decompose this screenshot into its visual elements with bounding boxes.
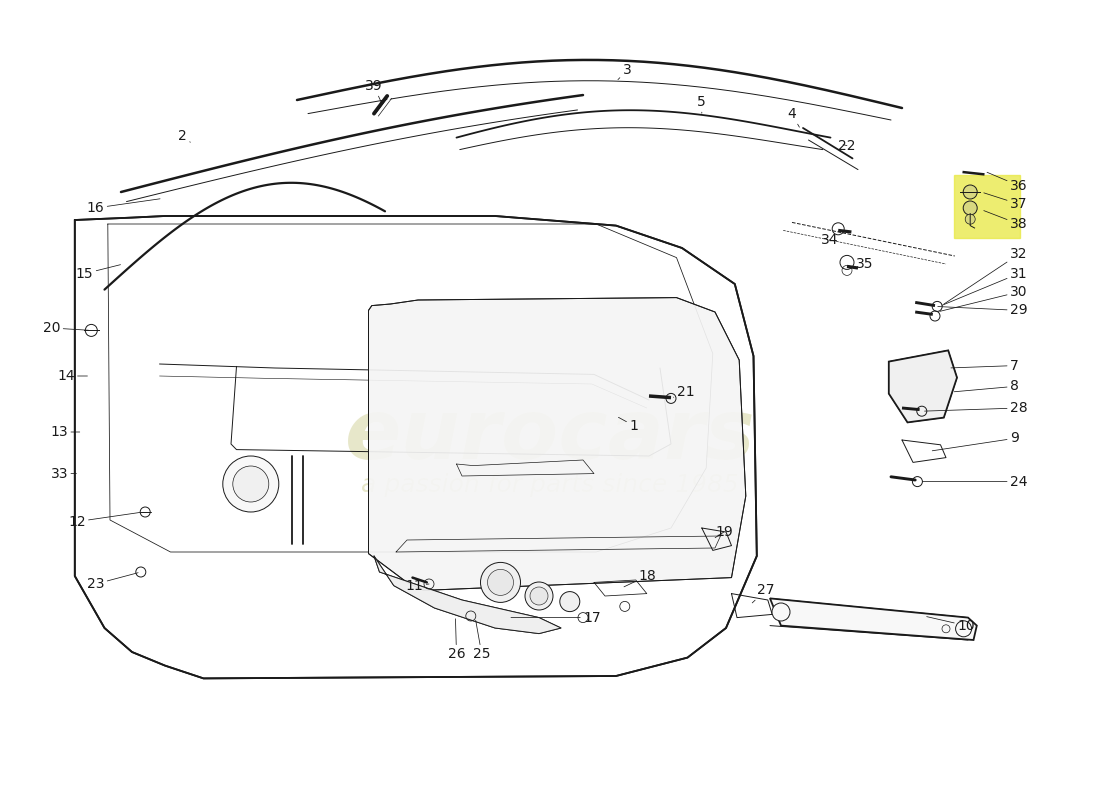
Circle shape xyxy=(223,456,278,512)
Circle shape xyxy=(560,592,580,611)
Text: 18: 18 xyxy=(624,569,656,587)
Circle shape xyxy=(964,185,977,199)
Text: 17: 17 xyxy=(512,610,601,625)
Text: 21: 21 xyxy=(673,385,694,399)
Text: eurocars: eurocars xyxy=(344,394,756,475)
Text: 1: 1 xyxy=(618,418,638,433)
Circle shape xyxy=(772,603,790,621)
Circle shape xyxy=(481,562,520,602)
Circle shape xyxy=(956,621,971,637)
Text: 33: 33 xyxy=(51,466,76,481)
Polygon shape xyxy=(374,556,561,634)
Circle shape xyxy=(233,466,268,502)
Text: 30: 30 xyxy=(939,285,1027,311)
Text: 39: 39 xyxy=(365,79,383,103)
Text: 7: 7 xyxy=(952,358,1019,373)
Text: 16: 16 xyxy=(87,198,161,215)
Circle shape xyxy=(964,201,977,215)
Text: 31: 31 xyxy=(942,266,1027,306)
Polygon shape xyxy=(75,216,757,678)
Text: a passion for parts since 1985: a passion for parts since 1985 xyxy=(361,473,739,497)
Circle shape xyxy=(530,587,548,605)
Text: 2: 2 xyxy=(178,129,190,143)
Text: 38: 38 xyxy=(983,210,1027,231)
Text: 20: 20 xyxy=(43,321,88,335)
Text: 24: 24 xyxy=(923,474,1027,489)
Circle shape xyxy=(487,570,514,595)
Text: 26: 26 xyxy=(448,618,465,662)
Text: 19: 19 xyxy=(715,525,733,539)
Text: 23: 23 xyxy=(87,573,139,591)
Circle shape xyxy=(525,582,553,610)
Text: 13: 13 xyxy=(51,425,79,439)
Text: 8: 8 xyxy=(955,379,1019,394)
Bar xyxy=(954,175,1020,238)
Text: 29: 29 xyxy=(938,303,1027,318)
Text: 35: 35 xyxy=(852,257,873,271)
Text: 34: 34 xyxy=(821,230,843,247)
Text: 11: 11 xyxy=(406,578,429,593)
Text: 5: 5 xyxy=(697,95,706,114)
Text: 10: 10 xyxy=(926,617,975,633)
Polygon shape xyxy=(889,350,957,422)
Text: 28: 28 xyxy=(925,401,1027,415)
Text: 27: 27 xyxy=(752,583,774,603)
Text: 9: 9 xyxy=(932,431,1019,450)
Text: 37: 37 xyxy=(983,193,1027,211)
Polygon shape xyxy=(368,298,746,590)
Text: 25: 25 xyxy=(473,620,491,662)
Text: 14: 14 xyxy=(57,369,87,383)
Text: 3: 3 xyxy=(618,63,631,80)
Polygon shape xyxy=(770,598,977,640)
Text: 36: 36 xyxy=(987,172,1027,193)
Text: 32: 32 xyxy=(944,247,1027,304)
Text: 22: 22 xyxy=(838,138,856,153)
Text: 15: 15 xyxy=(76,265,121,281)
Text: 4: 4 xyxy=(788,107,800,127)
Circle shape xyxy=(965,214,976,224)
Text: 12: 12 xyxy=(68,512,141,529)
